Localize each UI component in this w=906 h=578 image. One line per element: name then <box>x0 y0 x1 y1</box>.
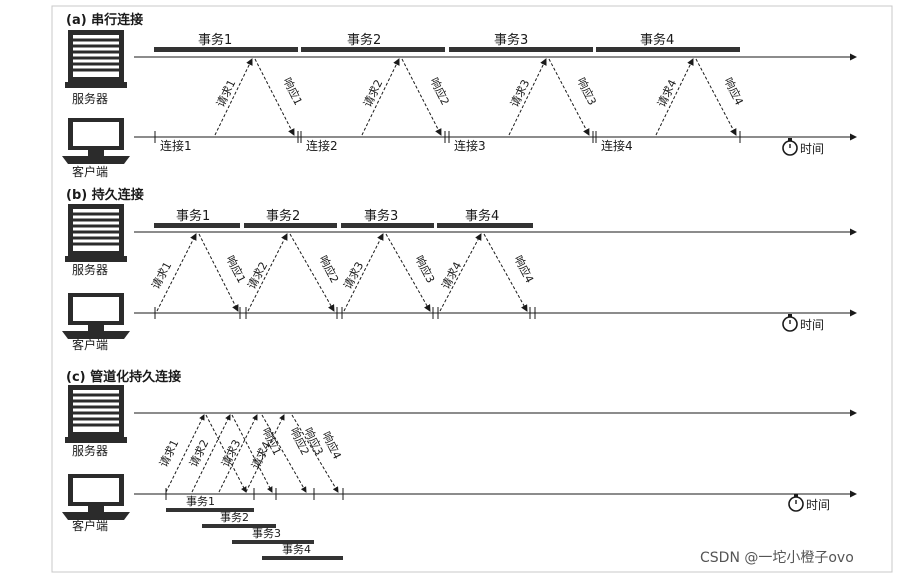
request-label: 请求1 <box>149 260 174 292</box>
transaction-label: 事务2 <box>266 208 300 224</box>
server-icon <box>65 385 127 443</box>
section-title: (c) 管道化持久连接 <box>66 369 181 385</box>
response-label: 响应4 <box>511 253 537 285</box>
figure-frame <box>51 5 893 573</box>
stopwatch-icon <box>788 494 804 512</box>
section-persistent: (b) 持久连接 服务器 客户端 事务1 事务2 事务3 事务4 <box>62 187 857 352</box>
transaction-bar <box>341 223 434 228</box>
server-label: 服务器 <box>72 262 108 277</box>
client-label: 客户端 <box>72 518 108 533</box>
transaction-bar <box>262 556 343 560</box>
client-icon <box>62 474 130 520</box>
watermark: CSDN @一坨小橙子ovo <box>700 549 854 566</box>
client-label: 客户端 <box>72 164 108 179</box>
transaction-bar <box>154 47 298 52</box>
connection-label: 连接4 <box>601 138 633 153</box>
time-label: 时间 <box>800 318 824 332</box>
connection-label: 连接1 <box>160 138 192 153</box>
response-label: 响应3 <box>412 253 438 285</box>
transaction-bar <box>449 47 593 52</box>
transaction-bar <box>301 47 445 52</box>
section-pipelined: (c) 管道化持久连接 服务器 客户端 <box>62 369 857 560</box>
transaction-bar <box>596 47 740 52</box>
section-title: (a) 串行连接 <box>66 12 143 28</box>
transaction-label: 事务2 <box>220 511 249 524</box>
transaction-label: 事务3 <box>252 527 281 540</box>
transaction-label: 事务2 <box>347 32 381 48</box>
time-label: 时间 <box>806 498 830 512</box>
section-title: (b) 持久连接 <box>66 187 144 203</box>
response-label: 响应1 <box>223 253 249 285</box>
request-label: 请求1 <box>157 438 181 470</box>
transaction-label: 事务4 <box>282 543 311 556</box>
client-icon <box>62 118 130 164</box>
server-icon <box>65 30 127 88</box>
transaction-bar <box>202 524 276 528</box>
response-label: 响应4 <box>721 75 746 107</box>
transaction-label: 事务1 <box>176 208 210 224</box>
transaction-label: 事务1 <box>198 32 232 48</box>
transaction-label: 事务3 <box>364 208 398 224</box>
transaction-bar <box>232 540 314 544</box>
transaction-bar <box>166 508 254 512</box>
server-label: 服务器 <box>72 443 108 458</box>
transaction-label: 事务4 <box>640 32 674 48</box>
request-label: 请求4 <box>439 260 464 292</box>
response-label: 响应2 <box>427 75 452 107</box>
connection-label: 连接3 <box>454 138 486 153</box>
transaction-label: 事务3 <box>494 32 528 48</box>
response-label: 响应2 <box>316 253 342 285</box>
section-serial: (a) 串行连接 服务器 客户端 事务1 <box>62 12 857 179</box>
stopwatch-icon <box>782 138 798 156</box>
connection-label: 连接2 <box>306 138 338 153</box>
transaction-label: 事务1 <box>186 495 215 508</box>
transaction-bar <box>437 223 533 228</box>
client-icon <box>62 293 130 339</box>
time-label: 时间 <box>800 142 824 156</box>
transaction-bar <box>244 223 337 228</box>
request-label: 请求2 <box>245 260 270 292</box>
request-label: 请求3 <box>219 438 243 470</box>
transaction-label: 事务4 <box>465 208 499 224</box>
transaction-bar <box>154 223 240 228</box>
server-icon <box>65 204 127 262</box>
response-label: 响应1 <box>280 75 305 107</box>
request-label: 请求3 <box>341 260 366 292</box>
response-label: 响应3 <box>574 75 599 107</box>
stopwatch-icon <box>782 314 798 332</box>
client-label: 客户端 <box>72 337 108 352</box>
server-label: 服务器 <box>72 91 108 106</box>
